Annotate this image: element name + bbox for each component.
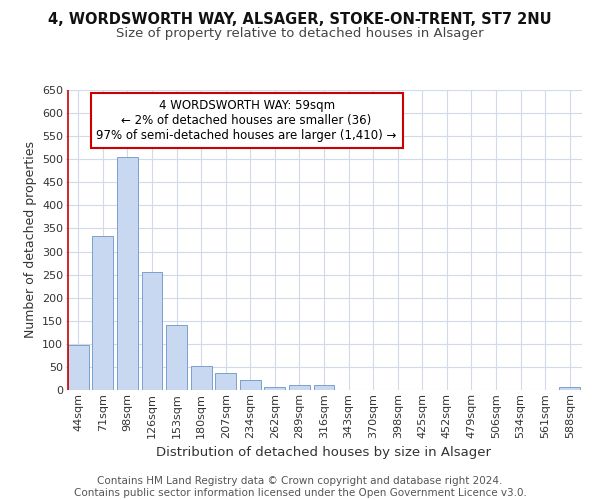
Bar [191, 366, 212, 390]
Text: Contains HM Land Registry data © Crown copyright and database right 2024.
Contai: Contains HM Land Registry data © Crown c… [74, 476, 526, 498]
Bar [215, 373, 236, 390]
Bar [314, 385, 334, 390]
Bar [68, 345, 89, 390]
Bar [142, 272, 163, 390]
X-axis label: Distribution of detached houses by size in Alsager: Distribution of detached houses by size … [157, 446, 491, 459]
Bar [117, 158, 138, 390]
Bar [289, 385, 310, 390]
Y-axis label: Number of detached properties: Number of detached properties [23, 142, 37, 338]
Text: 4, WORDSWORTH WAY, ALSAGER, STOKE-ON-TRENT, ST7 2NU: 4, WORDSWORTH WAY, ALSAGER, STOKE-ON-TRE… [48, 12, 552, 28]
Text: 4 WORDSWORTH WAY: 59sqm
← 2% of detached houses are smaller (36)
97% of semi-det: 4 WORDSWORTH WAY: 59sqm ← 2% of detached… [97, 99, 397, 142]
Text: Size of property relative to detached houses in Alsager: Size of property relative to detached ho… [116, 28, 484, 40]
Bar [92, 236, 113, 390]
Bar [559, 387, 580, 390]
Bar [240, 380, 261, 390]
Bar [166, 326, 187, 390]
Bar [265, 387, 286, 390]
